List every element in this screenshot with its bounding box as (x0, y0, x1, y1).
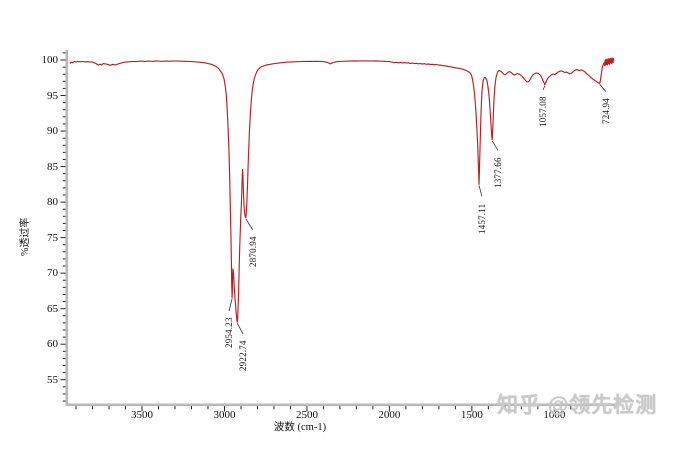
y-tick-label: 85 (47, 160, 58, 173)
watermark: 知乎 @领先检测 (497, 394, 658, 417)
x-tick-label: 2500 (295, 409, 318, 421)
y-axis-title: %透过率 (20, 217, 31, 256)
peak-leader-line (228, 298, 233, 312)
peak-leader-line (478, 185, 483, 197)
y-tick-label: 65 (47, 302, 58, 315)
y-axis-line (65, 50, 69, 406)
x-tick-label: 1000 (543, 409, 566, 421)
y-tick-label: 100 (41, 54, 59, 66)
y-tick-label: 70 (47, 267, 58, 280)
peak-leader-line (236, 322, 244, 335)
x-tick-label: 3500 (131, 409, 153, 421)
peak-leader-line (599, 84, 607, 92)
y-tick-label: 80 (47, 196, 58, 209)
y-tick-label: 95 (47, 89, 58, 102)
peak-label: 1457.11 (476, 203, 487, 234)
spectrum-curve (69, 57, 615, 323)
peak-label: 724.94 (600, 98, 611, 125)
peak-label: 2954.23 (224, 317, 235, 349)
y-tick-label: 75 (47, 231, 58, 244)
peak-label: 1377.66 (493, 157, 504, 188)
x-axis-line (65, 403, 618, 407)
peak-label: 2870.94 (247, 236, 258, 267)
y-tick-label: 60 (47, 338, 58, 351)
peak-label: 2922.74 (238, 340, 249, 372)
y-tick-label: 55 (47, 373, 58, 386)
x-tick-label: 1500 (460, 409, 483, 421)
peak-leader-line (491, 140, 499, 151)
x-tick-label: 2000 (378, 409, 401, 421)
x-axis-title: 波数 (cm-1) (273, 422, 327, 433)
peak-label: 1057.08 (537, 96, 548, 128)
x-tick-label: 3000 (213, 409, 236, 421)
peak-leader-line (245, 218, 254, 230)
y-tick-label: 90 (47, 125, 58, 138)
peak-leader-line (542, 85, 546, 91)
